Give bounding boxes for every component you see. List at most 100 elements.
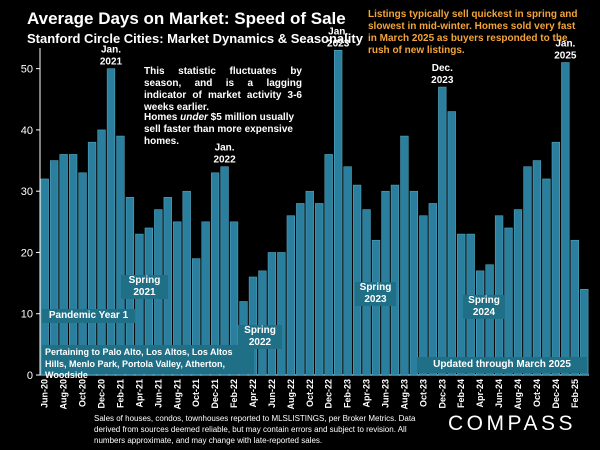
x-tick-label: Oct-20 [78,379,88,407]
x-tick-label: Jun-23 [380,379,390,408]
bar-Nov-21 [201,221,210,376]
bar-Oct-22 [305,190,314,376]
chart-bars [40,50,589,376]
bar-Dec-23 [438,86,447,376]
x-tick-label: Dec-22 [324,379,334,409]
bar-Jan-22 [220,166,229,376]
bar-Dec-24 [551,141,561,376]
bar-Oct-20 [78,172,87,376]
bar-Apr-21 [135,233,144,376]
bar-Feb-21 [116,135,125,376]
annotation-Jan-22: 2022 [213,155,236,166]
x-tick-label: Jun-21 [153,379,163,408]
annotation-Jan-25: Jan. [555,39,575,50]
x-tick-label: Oct-23 [418,379,428,407]
bar-May-22 [258,270,267,376]
x-tick-label: Apr-21 [134,379,144,408]
bar-Jul-20 [50,160,59,376]
bar-Oct-24 [532,160,542,376]
spring-2024-line1: Spring [468,295,500,306]
seasonality-note: Listings typically sell quickest in spri… [368,9,578,56]
x-tick-label: Dec-20 [97,379,107,409]
x-tick-label: Oct-21 [191,379,201,407]
bar-Jan-24 [447,111,456,376]
bar-Aug-23 [400,135,409,376]
bar-Nov-24 [542,178,551,376]
bar-Dec-22 [324,154,333,376]
bar-Aug-20 [59,154,68,376]
bar-Jan-23 [334,50,343,376]
bar-Sep-22 [296,203,305,376]
spring-2021-label: Spring 2021 [121,275,168,299]
y-tick-label: 50 [21,64,33,76]
spring-2022-line1: Spring [244,325,276,336]
bar-May-24 [485,264,494,376]
spring-2023-line1: Spring [359,282,392,293]
x-tick-label: Jun-24 [494,379,504,408]
x-tick-label: Dec-21 [210,379,220,409]
bar-Jan-25 [561,62,570,376]
source-footnote: Sales of houses, condos, townhouses repo… [94,414,416,445]
x-tick-label: Feb-23 [343,379,353,408]
spring-2024-line2: 2024 [472,307,496,318]
bar-Jul-22 [277,252,286,376]
bar-Mar-25 [580,288,589,376]
x-tick-label: Dec-23 [437,379,447,409]
annotation-Dec-23: Dec. [432,63,453,74]
bar-Mar-23 [352,184,362,376]
x-tick-label: Feb-21 [115,379,125,408]
spring-2021-line1: Spring [128,275,161,286]
note-suffix: $5 million usually sell faster than more… [144,112,295,147]
bar-Aug-21 [173,221,182,376]
y-tick-label: 0 [27,370,33,382]
bar-May-23 [371,239,381,376]
bar-Aug-22 [286,215,295,376]
bar-Aug-24 [513,209,523,376]
annotation-Dec-23: 2023 [431,75,454,86]
annotation-Jan-21: Jan. [101,45,121,56]
chart-subtitle: Stanford Circle Cities: Market Dynamics … [27,31,363,46]
compass-logo: COMPASS [448,412,576,435]
spring-2022-line2: 2022 [248,337,272,348]
bar-Sep-24 [523,166,532,376]
annotation-Jan-23: Jan. [328,26,348,37]
x-tick-label: Apr-23 [362,379,372,408]
bar-Jul-24 [504,227,513,376]
y-tick-label: 30 [21,186,33,198]
lagging-indicator-note: This statistic fluctuates by season, and… [144,66,302,113]
annotation-Jan-22: Jan. [215,143,235,154]
x-tick-label: Dec-24 [551,379,561,409]
bar-Feb-23 [343,166,352,376]
x-tick-label: Feb-22 [229,379,239,408]
y-tick-label: 40 [21,125,33,137]
x-tick-label: Oct-24 [532,379,542,407]
annotation-Jan-23: 2023 [327,38,350,49]
bar-Nov-20 [87,141,97,376]
bar-Dec-20 [97,129,106,376]
updated-through-label: Updated through March 2025 [417,357,587,373]
bar-Sep-20 [68,154,78,376]
chart-title: Average Days on Market: Speed of Sale [27,9,346,28]
x-tick-label: Aug-20 [59,379,69,410]
x-tick-label: Jun-22 [267,379,277,408]
bar-Oct-23 [419,215,428,376]
bar-May-21 [144,227,153,376]
chart-axes: 0 10 20 30 40 50 [21,48,589,382]
bar-Feb-25 [570,239,579,376]
price-segment-note: Homes under $5 million usually sell fast… [144,112,302,148]
spring-2021-line2: 2021 [133,287,156,298]
bar-Jun-20 [40,178,49,376]
x-tick-label: Oct-22 [305,379,315,407]
y-tick-label: 10 [21,309,33,321]
bar-Feb-22 [229,221,239,376]
cities-covered-note: Pertaining to Palo Alto, Los Altos, Los … [42,345,254,380]
bar-Sep-21 [182,190,191,376]
x-tick-label: Feb-25 [570,379,580,408]
bar-Dec-21 [210,172,220,376]
bar-Oct-21 [192,258,201,376]
bar-Apr-24 [476,270,485,376]
x-tick-label: Aug-23 [399,379,409,410]
bar-Nov-22 [315,203,324,376]
